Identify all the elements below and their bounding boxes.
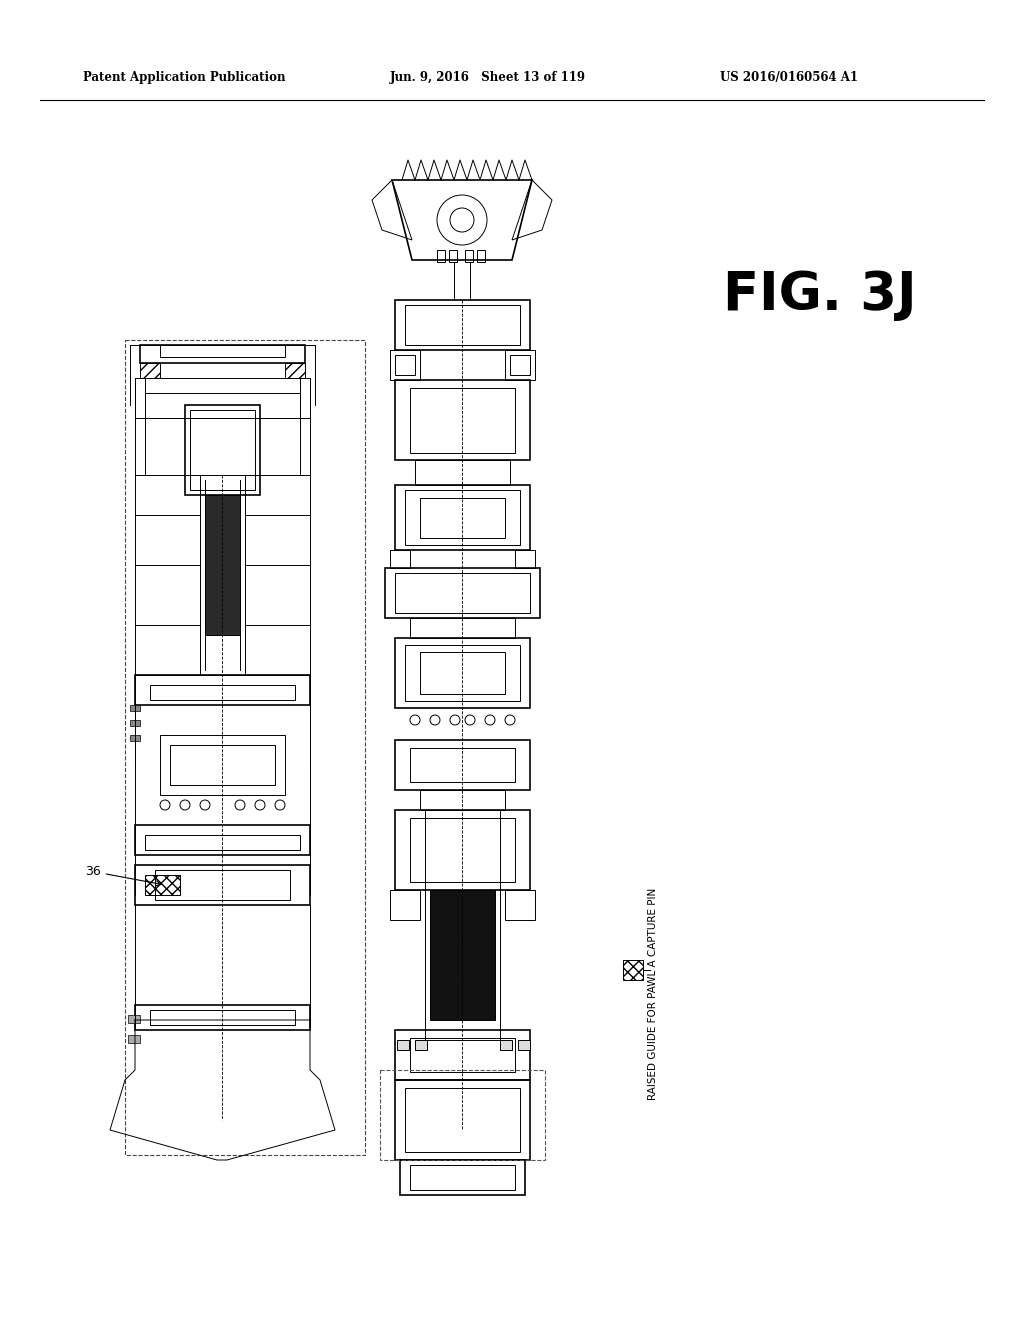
Text: FIG. 3J: FIG. 3J: [723, 269, 916, 321]
Bar: [145, 836, 300, 850]
Bar: [410, 1038, 515, 1072]
Bar: [390, 550, 410, 568]
Bar: [406, 305, 520, 345]
Bar: [437, 249, 445, 261]
Bar: [395, 573, 530, 612]
Bar: [145, 393, 300, 418]
Bar: [395, 741, 530, 789]
Bar: [406, 1088, 520, 1152]
Bar: [135, 825, 310, 855]
Bar: [160, 345, 285, 356]
Bar: [170, 744, 275, 785]
Bar: [135, 865, 310, 906]
Bar: [406, 490, 520, 545]
Bar: [395, 638, 530, 708]
Bar: [400, 1160, 525, 1195]
Bar: [415, 459, 510, 484]
Bar: [449, 249, 457, 261]
Text: Patent Application Publication: Patent Application Publication: [83, 71, 286, 84]
Bar: [397, 1040, 409, 1049]
Bar: [395, 355, 415, 375]
Bar: [395, 300, 530, 350]
Bar: [505, 890, 535, 920]
Bar: [130, 705, 140, 711]
Bar: [128, 1035, 140, 1043]
Bar: [420, 652, 505, 694]
Bar: [155, 870, 290, 900]
Bar: [390, 350, 420, 380]
Bar: [406, 645, 520, 701]
Bar: [415, 1040, 427, 1049]
Bar: [285, 363, 305, 378]
Bar: [500, 1040, 512, 1049]
Bar: [145, 875, 180, 895]
Bar: [128, 1015, 140, 1023]
Bar: [150, 685, 295, 700]
Bar: [385, 568, 540, 618]
Bar: [410, 388, 515, 453]
Bar: [130, 735, 140, 741]
Bar: [135, 378, 310, 418]
Bar: [185, 405, 260, 495]
Bar: [205, 495, 240, 635]
Bar: [425, 810, 500, 1040]
Bar: [135, 675, 310, 705]
Bar: [150, 1010, 295, 1026]
Bar: [140, 363, 160, 378]
Bar: [390, 890, 420, 920]
Bar: [140, 345, 305, 363]
Bar: [160, 735, 285, 795]
Bar: [395, 810, 530, 890]
Bar: [515, 550, 535, 568]
Bar: [395, 1080, 530, 1160]
Bar: [135, 1005, 310, 1030]
Bar: [623, 960, 643, 979]
Text: US 2016/0160564 A1: US 2016/0160564 A1: [720, 71, 858, 84]
Bar: [200, 475, 245, 675]
Bar: [420, 498, 505, 539]
Bar: [505, 350, 535, 380]
Text: RAISED GUIDE FOR PAWL A CAPTURE PIN: RAISED GUIDE FOR PAWL A CAPTURE PIN: [648, 888, 658, 1100]
Bar: [395, 1030, 530, 1080]
Bar: [430, 890, 495, 1020]
Bar: [518, 1040, 530, 1049]
Bar: [410, 748, 515, 781]
Bar: [125, 341, 365, 1155]
Bar: [410, 818, 515, 882]
Bar: [465, 249, 473, 261]
Bar: [395, 380, 530, 459]
Text: Jun. 9, 2016   Sheet 13 of 119: Jun. 9, 2016 Sheet 13 of 119: [390, 71, 586, 84]
Bar: [510, 355, 530, 375]
Bar: [130, 719, 140, 726]
Bar: [410, 618, 515, 638]
Bar: [410, 1166, 515, 1191]
Bar: [190, 411, 255, 490]
Bar: [395, 484, 530, 550]
Text: 36: 36: [85, 865, 161, 886]
Bar: [420, 789, 505, 810]
Bar: [380, 1071, 545, 1160]
Bar: [477, 249, 485, 261]
